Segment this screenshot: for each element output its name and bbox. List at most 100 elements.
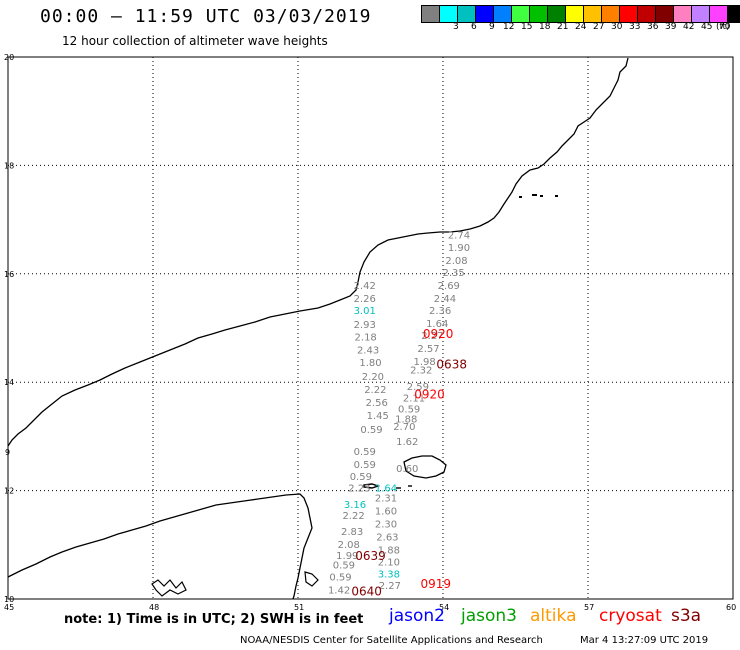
wave-height-value: 2.36 [429, 306, 451, 317]
legend-swatch [458, 6, 476, 22]
wave-height-value: 1.64 [375, 484, 397, 495]
wave-height-value: 1.64 [426, 319, 448, 330]
wave-height-value: 2.83 [341, 527, 363, 538]
longitude-tick-label: 60 [726, 603, 736, 612]
latitude-tick-label: 14 [4, 378, 14, 387]
credit-text: NOAA/NESDIS Center for Satellite Applica… [240, 635, 543, 646]
wave-height-value: 2.93 [354, 320, 376, 331]
pass-time-label: 0638 [436, 358, 467, 372]
observation-labels: 2.741.902.082.352.692.442.361.642.272.57… [328, 231, 470, 599]
legend-swatch [674, 6, 692, 22]
satellite-name-jason2: jason2 [389, 606, 445, 626]
latitude-tick-label: 12 [4, 487, 14, 496]
legend-swatch [440, 6, 458, 22]
wave-height-value: 3.16 [344, 500, 366, 511]
legend-swatch [638, 6, 656, 22]
pass-time-label: 0920 [423, 327, 454, 341]
wave-height-value: 2.44 [434, 294, 456, 305]
satellite-name-s3a: s3a [671, 606, 702, 626]
satellite-name-jason3: jason3 [461, 606, 517, 626]
map-subtitle: 12 hour collection of altimeter wave hei… [62, 34, 328, 48]
wave-height-value: 1.88 [395, 414, 417, 425]
wave-height-value: 0.59 [354, 447, 376, 458]
legend-label: 9 [489, 22, 495, 32]
map-title: 00:00 — 11:59 UTC 03/03/2019 [40, 6, 372, 27]
coastline-somalia [7, 493, 313, 600]
legend-swatch [476, 6, 494, 22]
legend-label: 30 [611, 22, 623, 32]
legend-label: 70 [719, 22, 731, 32]
wave-height-value: 3.01 [354, 306, 376, 317]
wave-height-value: 1.62 [396, 437, 418, 448]
legend-label: 39 [665, 22, 677, 32]
wave-height-value: 3.38 [378, 569, 400, 580]
legend-swatch [566, 6, 584, 22]
wave-height-value: 0.59 [329, 573, 351, 584]
wave-height-value: 2.22 [342, 511, 364, 522]
latitude-edge-label: 9 [5, 448, 10, 457]
latitude-tick-label: 20 [4, 53, 14, 62]
wave-height-value: 2.56 [366, 398, 388, 409]
wave-height-value: 1.42 [328, 586, 350, 597]
pass-time-label: 0639 [355, 549, 386, 563]
island-socotra [403, 455, 447, 479]
coastline-somalia-islets [151, 579, 187, 597]
wave-height-value: 2.18 [355, 332, 377, 343]
generated-timestamp: Mar 4 13:27:09 UTC 2019 [580, 635, 709, 646]
legend-unit: (ft) [716, 22, 730, 32]
wave-height-value: 0.59 [354, 460, 376, 471]
pass-time-label: 0920 [414, 387, 445, 401]
legend-label: 45 [701, 22, 713, 32]
wave-height-value: 2.57 [417, 344, 439, 355]
wave-height-value: 2.31 [375, 493, 397, 504]
legend-label: 6 [471, 22, 477, 32]
wave-height-value: 2.32 [410, 366, 432, 377]
wave-height-value: 1.80 [359, 358, 381, 369]
legend-label: 33 [629, 22, 641, 32]
latitude-tick-label: 18 [4, 161, 14, 170]
wave-height-value: 1.99 [336, 551, 358, 562]
longitude-tick-label: 48 [149, 603, 159, 612]
legend-swatch [710, 6, 728, 22]
pass-time-label: 0640 [351, 585, 382, 599]
legend-label: 21 [557, 22, 569, 32]
wave-height-value: 2.23 [348, 484, 370, 495]
wave-height-value: 0.60 [396, 464, 418, 475]
legend-swatch [584, 6, 602, 22]
legend-swatch [530, 6, 548, 22]
pass-time-label: 0919 [420, 577, 451, 591]
legend-swatch [548, 6, 566, 22]
wave-height-value: 1.45 [367, 411, 389, 422]
wave-height-value: 2.08 [338, 540, 360, 551]
coastline-cape-guardafui [304, 571, 319, 587]
legend-swatch [512, 6, 530, 22]
wave-height-value: 2.10 [378, 557, 400, 568]
wave-height-value: 1.90 [448, 243, 470, 254]
wave-height-value: 2.69 [438, 281, 460, 292]
wave-height-value: 0.59 [333, 561, 355, 572]
legend-swatch [422, 6, 440, 22]
wave-height-value: 1.60 [375, 506, 397, 517]
wave-height-value: 2.08 [445, 256, 467, 267]
islands-kuria-muria [519, 194, 558, 198]
legend-label: 36 [647, 22, 659, 32]
longitude-tick-label: 45 [4, 603, 14, 612]
legend-label: 12 [503, 22, 515, 32]
footer-note: note: 1) Time is in UTC; 2) SWH is in fe… [64, 612, 364, 627]
wave-height-value: 1.88 [378, 545, 400, 556]
legend-labels: 3 6 9 12 15 18 21 24 27 30 33 36 39 42 45 70 (ft) [0, 22, 740, 34]
latitude-tick-label: 16 [4, 270, 14, 279]
legend-label: 18 [539, 22, 551, 32]
longitude-tick-label: 54 [439, 603, 449, 612]
legend-swatch [692, 6, 710, 22]
wave-height-value: 0.59 [398, 405, 420, 416]
satellite-name-cryosat: cryosat [599, 606, 662, 626]
legend-swatch [494, 6, 512, 22]
legend-label: 15 [521, 22, 533, 32]
wave-height-value: 2.11 [403, 394, 425, 405]
legend-label: 27 [593, 22, 605, 32]
wave-height-value: 2.74 [448, 231, 470, 242]
satellite-name-altika: altika [530, 606, 577, 626]
wave-height-value: 0.59 [360, 425, 382, 436]
